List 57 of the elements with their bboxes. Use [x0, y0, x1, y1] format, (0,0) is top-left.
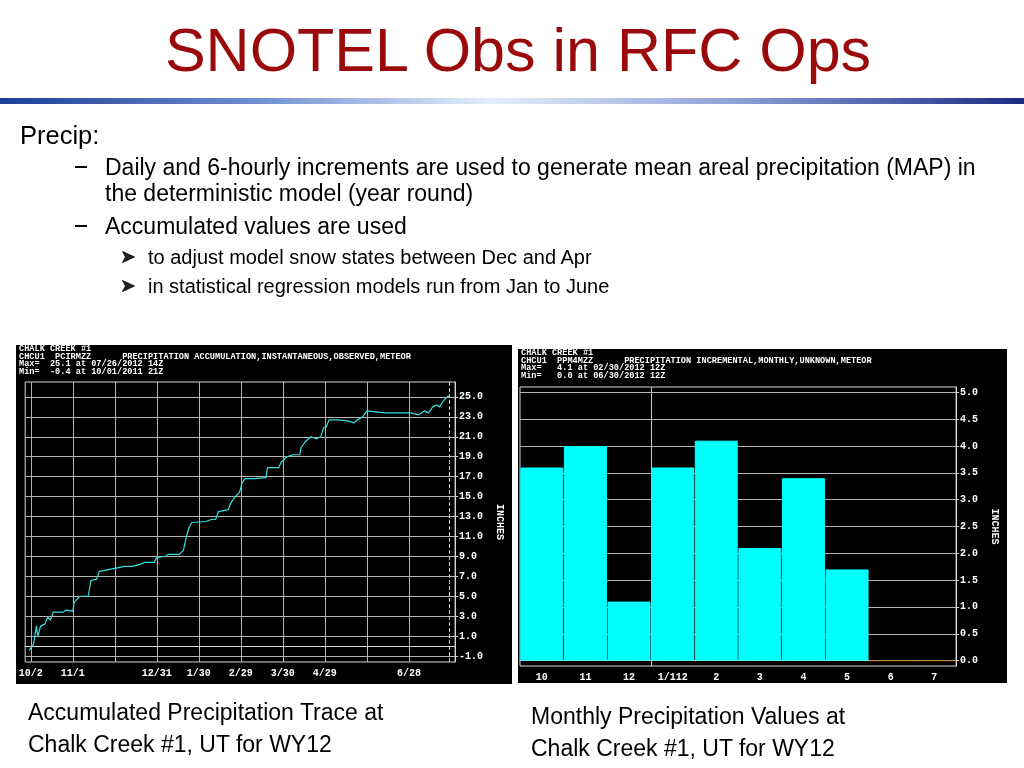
- y-axis-title: INCHES: [493, 503, 505, 541]
- x-tick-label: 3: [756, 671, 763, 683]
- x-tick-label: 12: [623, 671, 636, 683]
- x-tick-label: 11: [579, 671, 592, 683]
- x-tick-label: 4/29: [312, 667, 337, 679]
- y-tick-label: 19.0: [459, 451, 484, 463]
- y-tick-label: 3.0: [960, 494, 979, 506]
- y-tick-label: 3.0: [459, 610, 478, 622]
- text: Monthly Precipitation Values at Chalk Creek #1, UT for WY12: [531, 702, 847, 763]
- y-tick-label: 0.5: [960, 628, 979, 640]
- x-tick-label: 2/29: [228, 667, 253, 679]
- chart-title: CHALK CREEK #1: [19, 344, 93, 354]
- y-tick-label: 1.5: [960, 574, 979, 586]
- x-tick-label: 1/112: [657, 671, 688, 683]
- y-tick-label: 5.0: [459, 590, 478, 602]
- y-tick-label: 17.0: [459, 471, 484, 483]
- y-tick-label: 25.0: [459, 391, 484, 403]
- y-tick-label: 15.0: [459, 491, 484, 503]
- y-tick-label: 5.0: [960, 386, 979, 398]
- x-tick-label: 12/31: [141, 667, 172, 679]
- text: Min= 0.0 at 06/30/2012 12Z: [521, 370, 667, 381]
- x-tick-label: 7: [931, 671, 938, 683]
- x-tick-label: 6/28: [396, 667, 421, 679]
- y-tick-label: 3.5: [960, 467, 979, 479]
- y-tick-label: 4.5: [960, 413, 979, 425]
- x-tick-label: 10: [535, 671, 548, 683]
- x-tick-label: 11/1: [60, 667, 85, 679]
- text: Daily and 6-hourly increments are used to generate mean areal precipitation (MAP) in the deterministic model (year round): [105, 154, 977, 206]
- x-tick-label: 5: [844, 671, 851, 683]
- text: to adjust model snow states between Dec and Apr: [148, 245, 593, 269]
- x-tick-label: 3/30: [270, 667, 295, 679]
- text: Accumulated values are used: [105, 213, 408, 239]
- y-tick-label: 13.0: [459, 511, 484, 523]
- y-tick-label: 11.0: [459, 530, 484, 542]
- y-tick-label: 0.0: [960, 655, 979, 667]
- text: Accumulated Precipitation Trace at Chalk Creek #1, UT for WY12: [28, 698, 385, 759]
- y-tick-label: 23.0: [459, 411, 484, 423]
- y-tick-label: 9.0: [459, 550, 478, 562]
- y-tick-label: -1.0: [459, 650, 484, 662]
- x-tick-label: 4: [800, 671, 807, 683]
- y-tick-label: 1.0: [960, 601, 979, 613]
- y-tick-label: 21.0: [459, 431, 484, 443]
- x-tick-label: 10/2: [18, 667, 43, 679]
- y-tick-label: 1.0: [459, 630, 478, 642]
- y-tick-label: 2.5: [960, 521, 979, 532]
- x-tick-label: 2: [713, 671, 720, 683]
- chart-title: CHALK CREEK #1: [521, 348, 595, 358]
- y-tick-label: 2.0: [960, 547, 979, 559]
- text: in statistical regression models run from Jan to June: [148, 274, 611, 298]
- x-tick-label: 6: [887, 671, 894, 683]
- y-tick-label: 7.0: [459, 570, 478, 582]
- text: Precip:: [20, 120, 100, 151]
- text: Min= -0.4 at 10/01/2011 21Z: [19, 366, 165, 377]
- y-axis-title: INCHES: [988, 508, 1000, 545]
- y-tick-label: 4.0: [960, 440, 979, 452]
- text: SNOTEL Obs in RFC Ops: [163, 15, 873, 86]
- x-tick-label: 1/30: [186, 667, 211, 679]
